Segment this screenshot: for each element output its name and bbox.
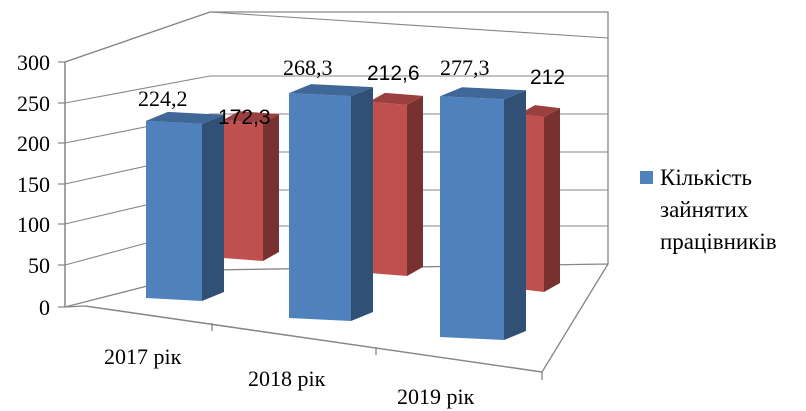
y-tick-label: 250 — [17, 91, 50, 116]
y-tick-label: 150 — [17, 172, 50, 197]
data-label: 224,2 — [138, 86, 188, 111]
category-label: 2019 рік — [397, 384, 475, 409]
bar-series1-1-side — [351, 87, 373, 321]
bar-series1-2-side — [504, 90, 526, 341]
bar-series1-2-top — [440, 87, 526, 100]
bar-series2-0-front — [223, 120, 263, 261]
x-axis-line — [84, 305, 543, 373]
bar-series2-2-top — [519, 105, 560, 118]
data-label: 268,3 — [283, 55, 333, 80]
y-tick-label: 300 — [17, 50, 50, 75]
bar-series1-0-top — [146, 111, 224, 124]
bar-series2-1-side — [407, 95, 423, 277]
data-label: 277,3 — [440, 55, 490, 80]
bar-series2-0-side — [263, 114, 279, 261]
bar-series1-1-top — [289, 84, 373, 97]
bar-series1-2-front — [440, 96, 504, 341]
bar-series2-0-top — [223, 111, 279, 124]
bar-series1-0-front — [146, 120, 202, 301]
category-labels: 2017 рік 2018 рік 2019 рік — [104, 344, 475, 409]
data-label: 212 — [530, 66, 565, 89]
bar-series2-1-front — [369, 101, 407, 277]
gridline — [64, 75, 608, 104]
y-tick-label: 0 — [39, 295, 50, 320]
category-label: 2018 рік — [248, 366, 326, 391]
data-label: 212,6 — [367, 62, 420, 85]
legend: Кількість зайнятих працівників — [640, 162, 806, 258]
gridline — [64, 11, 609, 63]
data-labels: 224,2 268,3 277,3 172,3 212,6 212 — [138, 55, 565, 129]
bar-series2-1-top — [369, 92, 423, 105]
bar-series1-1-front — [289, 93, 351, 321]
y-axis-ticks: 0 50 100 150 200 250 300 — [17, 50, 50, 320]
bar-series2-2-side — [544, 108, 560, 292]
category-label: 2017 рік — [104, 344, 182, 369]
y-tick-label: 200 — [17, 131, 50, 156]
bar-series1-0-side — [202, 114, 224, 301]
data-label: 172,3 — [218, 106, 271, 129]
y-tick-label: 50 — [28, 253, 50, 278]
bars — [146, 84, 560, 341]
legend-label: Кількість зайнятих працівників — [660, 165, 777, 254]
y-tick-label: 100 — [17, 212, 50, 237]
legend-swatch-blue — [640, 171, 653, 184]
